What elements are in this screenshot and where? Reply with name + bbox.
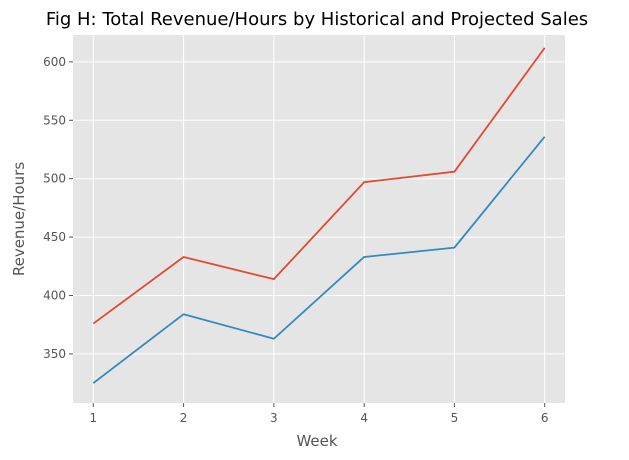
- y-tick-label: 350: [43, 347, 66, 361]
- chart-title: Fig H: Total Revenue/Hours by Historical…: [46, 9, 588, 30]
- plot-area: [73, 35, 565, 403]
- y-tick-label: 600: [43, 55, 66, 69]
- y-tick-label: 450: [43, 230, 66, 244]
- series-lines: [92, 47, 546, 384]
- y-axis-label: Revenue/Hours: [10, 162, 28, 277]
- series-line-2: [92, 136, 546, 384]
- x-tick-label: 1: [89, 411, 97, 425]
- x-tick-label: 6: [541, 411, 549, 425]
- x-axis-label: Week: [296, 432, 337, 450]
- x-tick-label: 4: [360, 411, 368, 425]
- y-tick-label: 400: [43, 289, 66, 303]
- tick-labels: 1 2 3 4 5 6 350 400 450 500 550 600: [43, 55, 548, 425]
- x-tick-label: 5: [451, 411, 459, 425]
- x-tick-label: 2: [180, 411, 188, 425]
- series-line-1: [92, 47, 546, 325]
- grid: [73, 35, 565, 403]
- x-tick-label: 3: [270, 411, 278, 425]
- y-tick-label: 550: [43, 113, 66, 127]
- y-tick-label: 500: [43, 172, 66, 186]
